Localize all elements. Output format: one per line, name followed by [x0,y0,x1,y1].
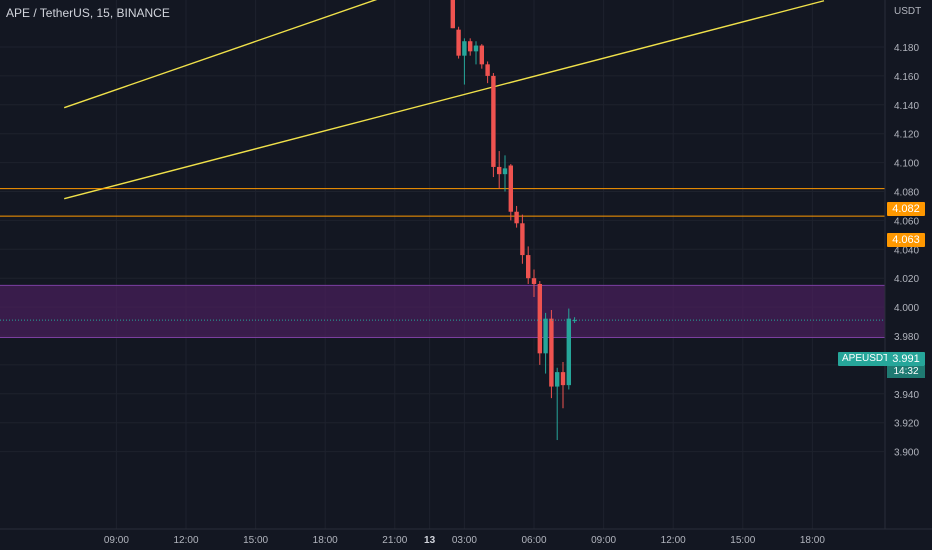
candle [491,73,496,178]
price-tick-label: 4.060 [894,216,919,227]
candle [450,0,455,29]
candle-body [502,168,508,175]
candle [479,44,484,69]
candle [520,214,525,264]
candle-body [508,165,513,212]
price-tick-label: 4.040 [894,245,919,256]
trendline [64,0,825,200]
time-tick-label: 18:00 [800,535,825,546]
level-1-price-tag[interactable]: 4.082 [887,202,925,216]
candle [543,312,548,374]
candle-body [514,211,519,224]
trendline [63,0,378,109]
time-tick-label: 21:00 [382,535,407,546]
price-tick-label: 4.020 [894,274,919,285]
time-tick-label: 18:00 [313,535,338,546]
chart-title: APE / TetherUS, 15, BINANCE [6,6,170,20]
price-axis[interactable]: 4.180 4.160 4.140 4.120 4.100 4.080 4.060 4.040… [894,43,919,459]
candle-body [491,75,496,167]
candle-body [531,278,537,284]
candle-body [468,41,473,52]
candle [549,309,554,399]
time-tick-label: 12:00 [173,535,198,546]
candle [572,317,577,323]
price-tick-label: 4.100 [894,159,919,170]
candle [468,38,473,56]
candles [450,0,577,441]
time-tick-label: 09:00 [591,535,616,546]
time-tick-label: 09:00 [104,535,129,546]
candle-body [543,318,548,354]
candle [555,367,560,441]
candle [508,164,513,221]
candle-body [566,318,571,386]
candle-body [560,372,566,386]
time-tick-label: 13 [424,535,436,546]
price-tick-label: 3.980 [894,332,919,343]
candle [566,308,571,390]
price-tick-label: 3.900 [894,448,919,459]
current-price-tag: 3.991 [887,352,925,366]
trendlines[interactable] [63,0,825,200]
level-2-price-tag[interactable]: 4.063 [887,233,925,247]
candle-body [479,45,484,65]
time-tick-label: 03:00 [452,535,477,546]
candle-body [462,41,467,56]
symbol-tag: APEUSDT [838,352,894,366]
candle [497,151,502,189]
price-tick-label: 4.160 [894,72,919,83]
candle-body [526,255,531,279]
candle [456,26,461,59]
candle-body [473,45,479,52]
candle-body [520,223,525,256]
candle [537,281,542,365]
price-tick-label: 3.940 [894,390,919,401]
candle-body [497,166,502,175]
candle [531,269,537,297]
price-tick-label: 4.080 [894,188,919,199]
demand-zone[interactable] [0,284,885,338]
candle [502,155,508,192]
candle [560,362,566,409]
price-tick-label: 4.000 [894,303,919,314]
candle [514,205,519,228]
time-axis[interactable]: 09:00 12:00 15:00 18:00 21:00 13 03:00 06:00 09:… [104,535,825,546]
price-tick-label: 4.180 [894,43,919,54]
time-tick-label: 06:00 [521,535,546,546]
zone-fill [0,285,885,338]
horizontal-levels[interactable] [0,188,885,217]
bar-countdown: 14:32 [887,366,925,378]
candle [462,38,467,85]
candle-body [450,0,455,29]
candle [526,246,531,284]
time-tick-label: 15:00 [243,535,268,546]
price-tick-label: 4.140 [894,101,919,112]
price-tick-label: 4.120 [894,130,919,141]
candle-body [456,29,461,56]
currency-label: USDT [894,6,922,17]
candle-body [572,320,577,322]
time-tick-label: 12:00 [661,535,686,546]
candle-body [537,283,542,354]
candle [473,41,479,65]
candle-body [555,372,560,387]
price-tick-label: 3.920 [894,419,919,430]
candle [485,61,490,84]
candle-body [485,64,490,76]
candle-body [549,318,554,387]
time-tick-label: 15:00 [730,535,755,546]
